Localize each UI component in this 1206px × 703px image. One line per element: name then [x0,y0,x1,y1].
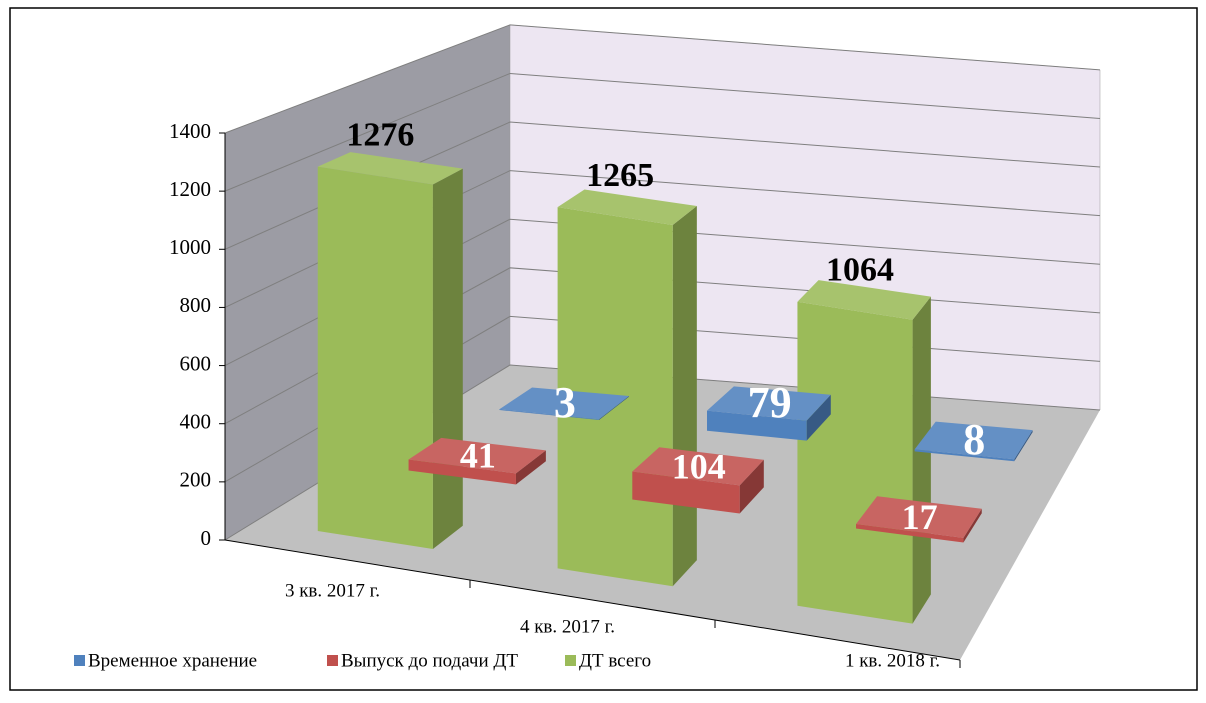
bar [797,280,931,624]
y-tick-label: 1000 [169,235,211,259]
bar-top [707,386,831,421]
bar-top [317,152,463,185]
bar [408,437,546,485]
bar-front [317,166,433,549]
y-tick-label: 600 [180,351,212,375]
y-tick-label: 200 [180,468,212,492]
grid-line [224,72,1101,192]
x-tick-label: 1 кв. 2018 г. [845,650,940,671]
bar [914,421,1033,462]
legend-label: ДТ всего [579,650,651,671]
x-axis [224,539,961,661]
bar-front [856,523,964,543]
legend-swatch [74,655,85,666]
bar-side [806,394,831,441]
data-label: 17 [902,497,938,537]
bar-side [739,459,764,514]
x-tick-label: 4 кв. 2017 г. [520,616,615,637]
bar [632,447,764,514]
data-label: 1265 [586,157,654,194]
bar-top [499,387,629,420]
bar-side [432,168,463,549]
y-tick-label: 400 [180,410,212,434]
data-label: 8 [963,415,985,464]
bar-top [797,280,931,320]
y-tick-label: 1400 [169,119,211,143]
data-label: 104 [672,446,726,486]
bar-side [912,296,931,624]
bar-side [963,508,982,543]
data-label: 3 [554,378,576,427]
data-label: 1276 [346,116,414,153]
legend-swatch [565,655,576,666]
legend-swatch [327,655,338,666]
y-tick-label: 0 [201,526,212,550]
data-label: 41 [460,436,496,476]
y-tick-label: 1200 [169,177,211,201]
bar [707,386,831,441]
bar-front [499,409,600,420]
bar-side [672,206,697,587]
bar [856,496,982,543]
grid-line [224,24,1101,134]
legend-label: Выпуск до подачи ДТ [341,650,518,671]
data-label: 79 [748,378,792,427]
bar-front [408,459,516,485]
bar-front [797,301,913,624]
bar-front [632,471,740,514]
bar-side [599,395,629,420]
bar-top [408,437,546,474]
bar-side [1014,430,1033,462]
x-tick-label: 3 кв. 2017 г. [285,580,380,601]
data-label: 1064 [826,252,894,289]
bar-top [856,496,982,538]
bar-top [914,421,1033,460]
bar-top [632,447,764,486]
bar-top [557,189,697,225]
bar [557,189,697,587]
bar [499,387,629,420]
bar [317,152,463,549]
legend-label: Временное хранение [88,650,257,671]
bar-front [914,449,1015,462]
bar-front [707,410,807,441]
y-tick-label: 800 [180,293,212,317]
bar-side [515,450,546,485]
